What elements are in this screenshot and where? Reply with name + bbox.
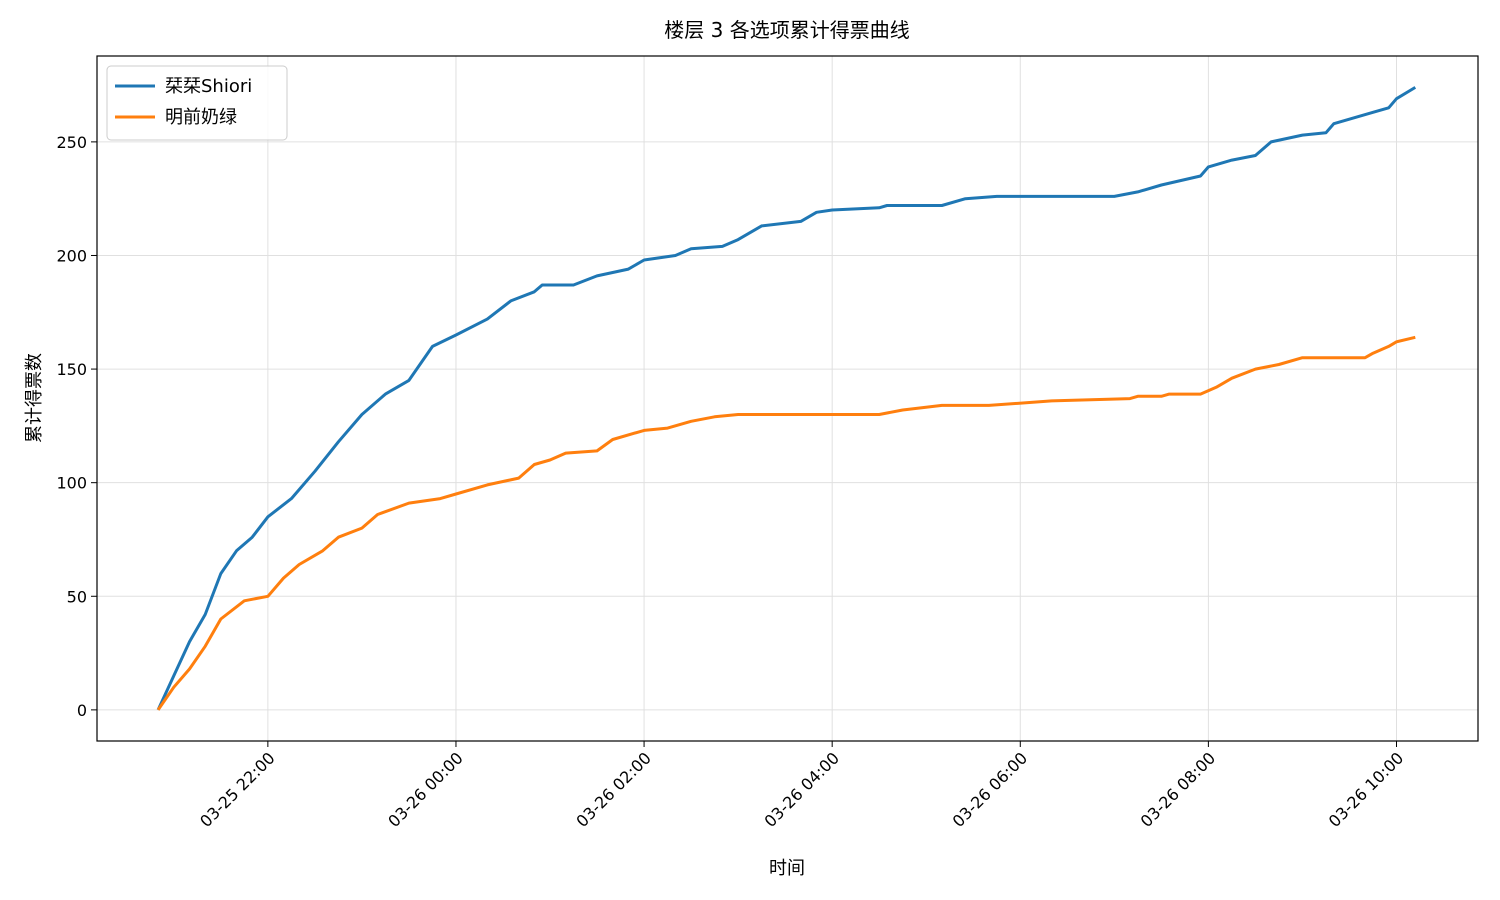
series-line xyxy=(156,86,1417,711)
y-tick-label: 100 xyxy=(56,474,87,493)
y-tick-label: 50 xyxy=(67,587,87,606)
y-tick-label: 250 xyxy=(56,133,87,152)
chart-title: 楼层 3 各选项累计得票曲线 xyxy=(664,18,909,42)
y-tick-label: 150 xyxy=(56,360,87,379)
legend-label: 明前奶绿 xyxy=(165,107,237,128)
y-tick-label: 200 xyxy=(56,246,87,265)
y-axis-label: 累计得票数 xyxy=(24,353,45,443)
axes-frame xyxy=(96,55,1479,742)
grid xyxy=(97,56,1478,741)
legend-label: 栞栞Shiori xyxy=(165,76,252,97)
y-tick-label: 0 xyxy=(77,701,87,720)
legend: 栞栞Shiori 明前奶绿 xyxy=(106,65,288,141)
plot-lines xyxy=(156,86,1417,711)
series-line xyxy=(156,335,1416,711)
x-axis-label: 时间 xyxy=(769,858,805,879)
